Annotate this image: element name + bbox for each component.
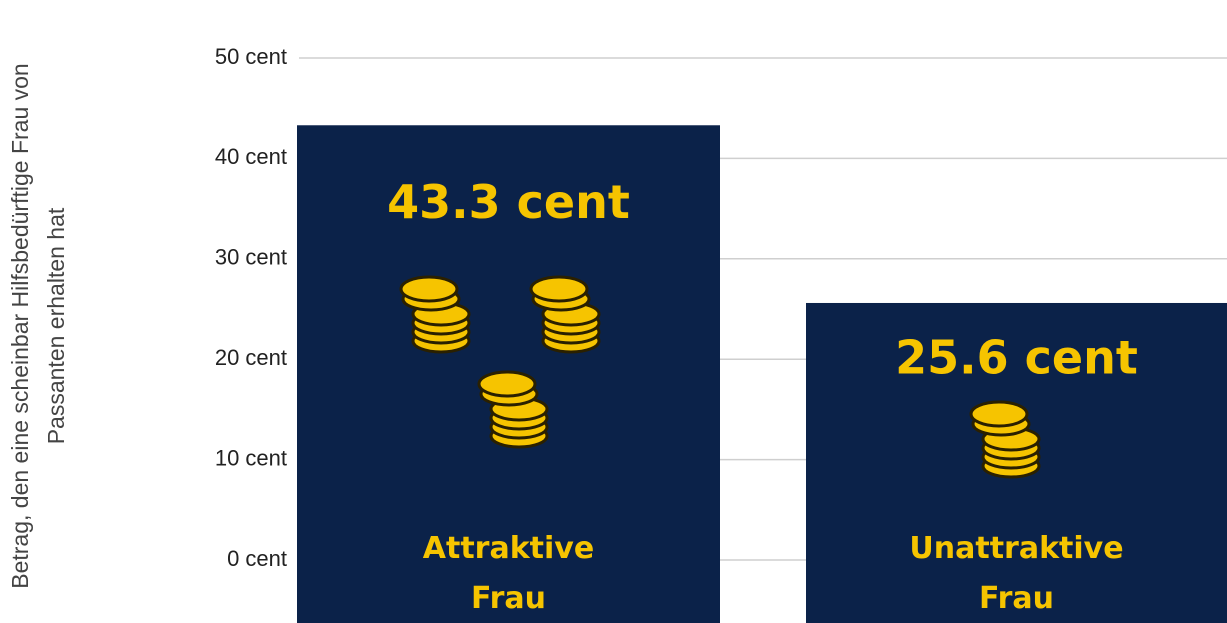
y-tick-label: 20 cent (215, 345, 287, 370)
category-label: Unattraktive Frau (909, 531, 1124, 616)
y-tick-label: 50 cent (215, 44, 287, 69)
y-tick-label: 40 cent (215, 144, 287, 169)
y-tick-label: 30 cent (215, 245, 287, 270)
value-label: 43.3 cent (387, 175, 630, 229)
y-axis-label: Betrag, den eine scheinbar Hilfsbedürfti… (7, 63, 69, 589)
y-tick-label: 10 cent (215, 445, 287, 470)
value-label: 25.6 cent (895, 330, 1138, 384)
y-tick-label: 0 cent (227, 546, 287, 571)
category-label: Attraktive Frau (422, 531, 595, 616)
